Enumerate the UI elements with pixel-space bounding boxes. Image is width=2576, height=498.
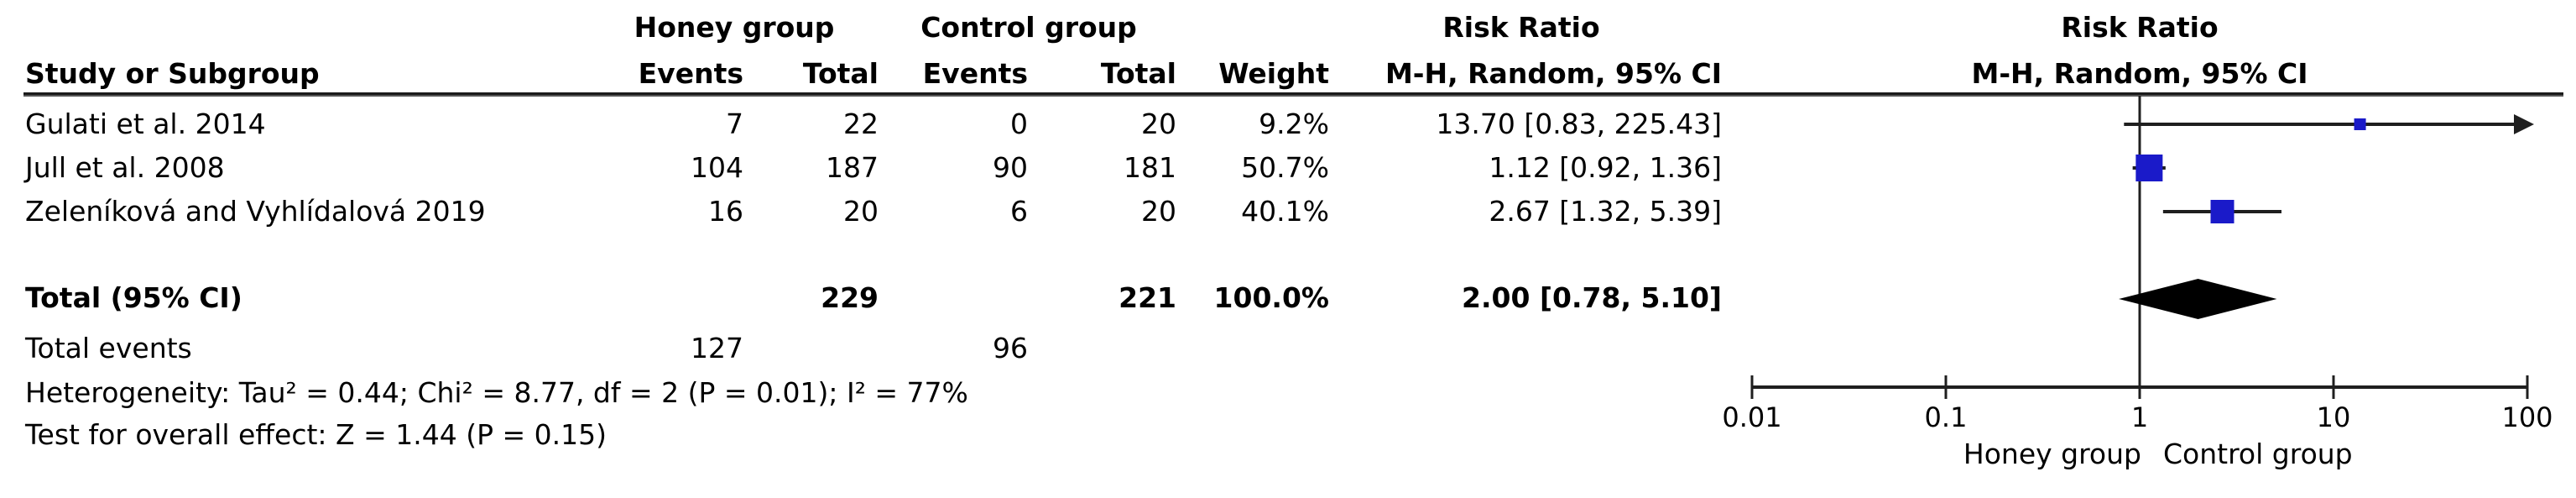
honey-events-cell: 104	[691, 151, 743, 184]
group-header-risk-ratio-table: Risk Ratio	[1442, 11, 1600, 44]
axis-label-left: Honey group	[1963, 438, 2141, 470]
total-control-total: 221	[1119, 281, 1176, 314]
honey-total-cell: 22	[843, 107, 879, 140]
col-header-study: Study or Subgroup	[25, 57, 320, 90]
total-events-label: Total events	[25, 332, 192, 364]
effect-square	[2210, 200, 2234, 223]
honey-events-cell: 7	[726, 107, 743, 140]
col-header-control-events: Events	[922, 57, 1028, 90]
group-header-control: Control group	[920, 11, 1137, 44]
study-name: Jull et al. 2008	[25, 151, 225, 184]
control-total-cell: 181	[1124, 151, 1176, 184]
weight-cell: 50.7%	[1241, 151, 1329, 184]
heterogeneity-line: Heterogeneity: Tau² = 0.44; Chi² = 8.77,…	[25, 376, 968, 409]
control-events-cell: 0	[1010, 107, 1028, 140]
control-total-cell: 20	[1141, 107, 1176, 140]
col-header-honey-total: Total	[802, 57, 879, 90]
ci-arrowhead	[2514, 114, 2534, 134]
total-honey-total: 229	[821, 281, 879, 314]
plot-header-method: M-H, Random, 95% CI	[1971, 57, 2308, 90]
col-header-control-total: Total	[1100, 57, 1176, 90]
honey-total-cell: 187	[826, 151, 879, 184]
col-header-weight: Weight	[1218, 57, 1329, 90]
control-events-cell: 6	[1010, 195, 1028, 228]
axis-tick-label: 1	[2131, 401, 2148, 433]
control-events-cell: 90	[993, 151, 1028, 184]
effect-square	[2135, 155, 2163, 181]
study-name: Gulati et al. 2014	[25, 107, 266, 140]
axis-label-right: Control group	[2163, 438, 2353, 470]
total-events-honey: 127	[691, 332, 743, 364]
group-header-honey: Honey group	[634, 11, 835, 44]
axis-tick-label: 0.1	[1925, 401, 1968, 433]
col-header-ci: M-H, Random, 95% CI	[1384, 57, 1722, 90]
pooled-diamond	[2119, 279, 2277, 319]
study-name: Zeleníková and Vyhlídalová 2019	[25, 195, 486, 228]
axis-tick-label: 10	[2317, 401, 2351, 433]
total-label: Total (95% CI)	[25, 281, 242, 314]
col-header-honey-events: Events	[638, 57, 743, 90]
total-ci: 2.00 [0.78, 5.10]	[1462, 281, 1722, 314]
axis-tick-label: 0.01	[1722, 401, 1781, 433]
ci-text-cell: 13.70 [0.83, 225.43]	[1436, 107, 1722, 140]
honey-total-cell: 20	[843, 195, 879, 228]
plot-header-risk-ratio: Risk Ratio	[2061, 11, 2219, 44]
ci-text-cell: 1.12 [0.92, 1.36]	[1489, 151, 1722, 184]
axis-tick-label: 100	[2501, 401, 2553, 433]
overall-effect-line: Test for overall effect: Z = 1.44 (P = 0…	[25, 418, 607, 451]
total-events-control: 96	[993, 332, 1028, 364]
control-total-cell: 20	[1141, 195, 1176, 228]
total-weight: 100.0%	[1213, 281, 1329, 314]
ci-text-cell: 2.67 [1.32, 5.39]	[1489, 195, 1722, 228]
weight-cell: 40.1%	[1241, 195, 1329, 228]
header-rule	[23, 92, 2563, 97]
honey-events-cell: 16	[708, 195, 743, 228]
weight-cell: 9.2%	[1259, 107, 1329, 140]
effect-square	[2354, 118, 2366, 130]
